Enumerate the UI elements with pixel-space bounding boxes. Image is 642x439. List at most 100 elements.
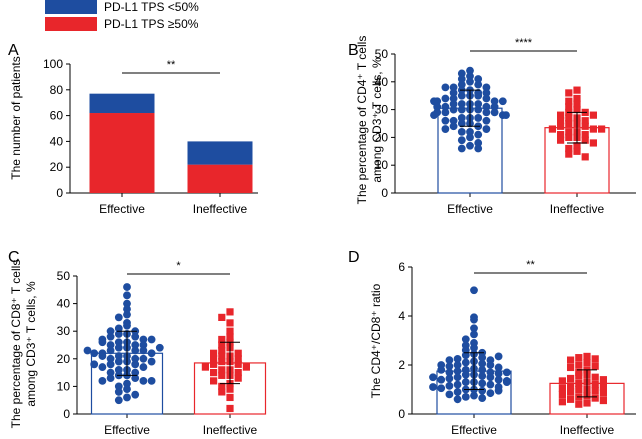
- y-tick-label: 20: [57, 352, 71, 366]
- y-tick-label: 0: [63, 407, 70, 421]
- data-point: [445, 381, 454, 390]
- data-point: [226, 385, 234, 393]
- data-point: [226, 319, 234, 327]
- data-point: [474, 100, 483, 108]
- y-tick-label: 30: [375, 103, 389, 117]
- data-point: [565, 150, 573, 158]
- data-point: [106, 346, 115, 355]
- data-point: [106, 332, 115, 341]
- data-point: [591, 381, 599, 389]
- data-point: [457, 69, 466, 78]
- data-point: [445, 368, 454, 377]
- data-point: [591, 394, 599, 402]
- data-point: [502, 111, 510, 120]
- data-point: [123, 393, 131, 402]
- data-point: [457, 100, 466, 108]
- data-point: [139, 341, 148, 349]
- bar-segment: [89, 113, 155, 193]
- data-point: [441, 125, 450, 133]
- data-point: [575, 379, 583, 387]
- data-point: [234, 355, 242, 363]
- data-point: [482, 125, 491, 133]
- data-point: [502, 378, 511, 387]
- data-point: [234, 374, 242, 382]
- data-point: [573, 147, 581, 155]
- data-point: [453, 380, 462, 389]
- data-point: [557, 122, 565, 130]
- y-tick-label: 40: [375, 75, 389, 89]
- data-point: [565, 103, 573, 111]
- data-point: [139, 376, 148, 385]
- data-point: [589, 139, 597, 147]
- data-point: [433, 102, 442, 111]
- data-point: [575, 368, 583, 376]
- data-point: [218, 388, 226, 396]
- panel-letter: C: [8, 249, 20, 266]
- data-point: [430, 111, 438, 120]
- data-point: [147, 357, 156, 366]
- data-point: [218, 313, 226, 321]
- data-point: [461, 378, 470, 387]
- panel-letter: A: [8, 42, 19, 59]
- data-point: [445, 374, 454, 383]
- data-point: [478, 366, 487, 374]
- significance-label: ****: [515, 37, 533, 49]
- y-tick-label: 20: [375, 130, 389, 144]
- data-point: [583, 358, 591, 367]
- data-point: [98, 376, 107, 385]
- data-point: [565, 89, 573, 97]
- y-tick-label: 2: [398, 358, 405, 372]
- data-point: [478, 353, 487, 362]
- data-point: [478, 372, 487, 380]
- data-point: [474, 130, 483, 139]
- data-point: [490, 97, 499, 106]
- data-point: [123, 385, 131, 394]
- data-point: [457, 127, 466, 136]
- y-tick-label: 4: [398, 309, 405, 323]
- data-point: [482, 94, 491, 103]
- data-point: [453, 367, 462, 376]
- data-point: [575, 354, 583, 362]
- data-point: [131, 354, 140, 363]
- data-point: [470, 324, 478, 333]
- data-point: [234, 349, 242, 357]
- data-point: [457, 80, 466, 89]
- data-point: [441, 94, 450, 103]
- data-point: [441, 102, 450, 111]
- data-point: [147, 349, 156, 358]
- data-point: [114, 382, 123, 391]
- data-point: [453, 373, 462, 382]
- data-point: [589, 125, 597, 133]
- data-point: [494, 369, 503, 378]
- data-point: [457, 91, 466, 100]
- significance-label: **: [526, 259, 535, 271]
- data-point: [218, 371, 226, 379]
- data-point: [123, 305, 131, 314]
- data-point: [466, 141, 474, 150]
- data-point: [453, 388, 462, 396]
- data-point: [599, 396, 607, 405]
- data-point: [441, 116, 450, 125]
- data-point: [449, 94, 458, 103]
- data-point: [106, 360, 115, 369]
- data-point: [461, 358, 470, 367]
- data-point: [494, 375, 503, 384]
- data-point: [210, 349, 218, 357]
- data-point: [98, 338, 107, 347]
- data-point: [226, 308, 234, 316]
- data-point: [210, 355, 218, 363]
- data-point: [218, 357, 226, 366]
- legend-label: PD-L1 TPS <50%: [104, 0, 199, 14]
- data-point: [470, 315, 478, 324]
- x-tick-label: Ineffective: [193, 202, 248, 216]
- data-point: [147, 335, 156, 344]
- data-point: [139, 363, 148, 371]
- data-point: [106, 327, 115, 336]
- data-point: [106, 354, 115, 363]
- data-point: [98, 352, 107, 360]
- data-point: [114, 324, 123, 333]
- data-point: [453, 354, 462, 363]
- panel-letter: D: [348, 249, 360, 266]
- significance-label: *: [176, 260, 181, 272]
- y-axis-label: The percentage of CD8⁺ T cells: [9, 260, 23, 429]
